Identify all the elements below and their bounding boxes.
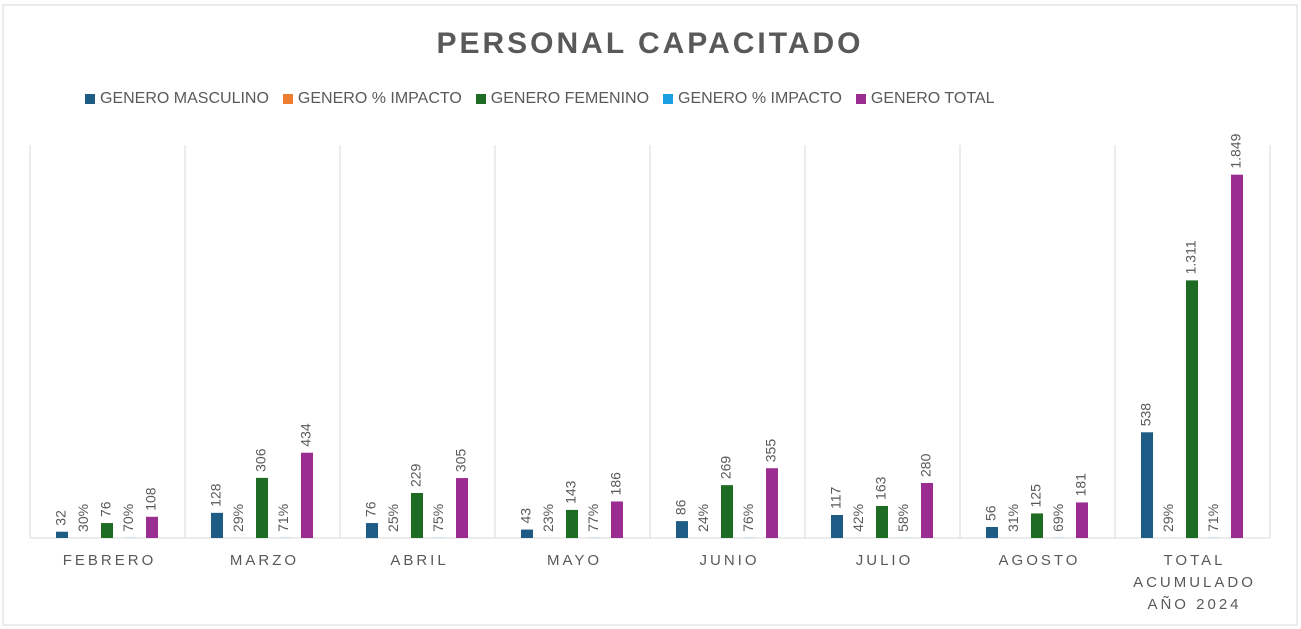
bar — [921, 482, 933, 538]
x-tick-label: TOTAL ACUMULADO AÑO 2024 — [1133, 552, 1256, 613]
legend-label: GENERO TOTAL — [870, 90, 995, 107]
legend-label: GENERO % IMPACTO — [297, 90, 462, 107]
data-label: 76 — [363, 501, 379, 517]
bar — [256, 477, 268, 538]
bar — [876, 505, 888, 538]
data-label: 29% — [1160, 504, 1176, 532]
x-tick-label: AGOSTO — [998, 552, 1081, 569]
bar — [211, 512, 223, 538]
bar — [56, 531, 68, 538]
bar — [366, 523, 378, 538]
chart-title: PERSONAL CAPACITADO — [436, 27, 863, 60]
x-tick-label: JULIO — [855, 552, 914, 569]
legend-swatch — [85, 94, 95, 104]
bar — [1186, 280, 1198, 538]
data-label: 43 — [518, 508, 534, 524]
data-label: 71% — [275, 504, 291, 532]
data-label: 30% — [75, 504, 91, 532]
legend-label: GENERO % IMPACTO — [678, 90, 842, 107]
bar — [721, 485, 733, 538]
bar — [456, 478, 468, 538]
data-label: 77% — [585, 504, 601, 532]
legend-label: GENERO FEMENINO — [490, 90, 650, 107]
data-label: 23% — [540, 504, 556, 532]
bar — [521, 529, 533, 538]
legend-item: GENERO % IMPACTO — [663, 90, 842, 108]
bar — [301, 452, 313, 538]
bar — [831, 515, 843, 538]
x-tick-label: MAYO — [546, 552, 603, 569]
data-label: 75% — [430, 504, 446, 532]
data-label: 31% — [1005, 504, 1021, 532]
legend: GENERO MASCULINO GENERO % IMPACTO GENERO F… — [85, 90, 995, 108]
data-label: 58% — [895, 504, 911, 532]
data-label: 163 — [873, 476, 889, 500]
x-tick-label: JUNIO — [699, 552, 760, 569]
data-label: 29% — [230, 504, 246, 532]
bar — [146, 516, 158, 538]
data-label: 69% — [1050, 504, 1066, 532]
legend-swatch — [855, 94, 866, 104]
data-label: 305 — [453, 448, 469, 472]
data-label: 108 — [143, 487, 159, 511]
data-label: 434 — [298, 423, 314, 447]
data-label: 186 — [608, 472, 624, 496]
data-label: 76 — [98, 501, 114, 517]
data-label: 229 — [408, 463, 424, 487]
bar — [986, 526, 998, 538]
data-label: 269 — [718, 456, 734, 480]
data-label: 42% — [850, 504, 866, 532]
data-label: 306 — [253, 448, 269, 472]
legend-swatch — [282, 94, 293, 104]
data-label: 25% — [385, 504, 401, 532]
data-label: 128 — [208, 483, 224, 507]
data-label: 24% — [695, 504, 711, 532]
data-label: 125 — [1028, 484, 1044, 508]
data-label: 181 — [1073, 473, 1089, 497]
x-tick-label: ABRIL — [390, 552, 449, 569]
data-label: 86 — [673, 499, 689, 515]
bar — [1031, 513, 1043, 538]
bar — [1231, 174, 1243, 538]
data-label: 70% — [120, 504, 136, 532]
legend-swatch — [475, 94, 486, 104]
data-label: 1.849 — [1228, 133, 1244, 168]
data-label: 117 — [828, 486, 844, 509]
data-label: 280 — [918, 453, 934, 477]
bar — [766, 468, 778, 538]
bar — [1141, 432, 1153, 538]
data-label: 1.311 — [1183, 240, 1199, 274]
data-label: 32 — [53, 510, 69, 526]
legend-item: GENERO TOTAL — [855, 90, 995, 108]
bar — [1076, 502, 1088, 538]
bar — [411, 493, 423, 538]
x-tick-label: MARZO — [229, 552, 300, 569]
legend-item: GENERO % IMPACTO — [282, 90, 462, 108]
data-label: 71% — [1205, 504, 1221, 532]
legend-item: GENERO MASCULINO — [85, 90, 269, 108]
legend-swatch — [663, 94, 674, 104]
data-label: 538 — [1138, 403, 1154, 427]
data-label: 143 — [563, 480, 579, 504]
bar — [676, 521, 688, 538]
bar — [566, 509, 578, 538]
data-label: 355 — [763, 439, 779, 463]
data-label: 76% — [740, 504, 756, 532]
legend-item: GENERO FEMENINO — [475, 90, 650, 108]
bar — [101, 523, 113, 538]
x-tick-label: FEBRERO — [62, 552, 157, 569]
legend-label: GENERO MASCULINO — [100, 90, 269, 107]
bar — [611, 501, 623, 538]
data-label: 56 — [983, 505, 999, 521]
